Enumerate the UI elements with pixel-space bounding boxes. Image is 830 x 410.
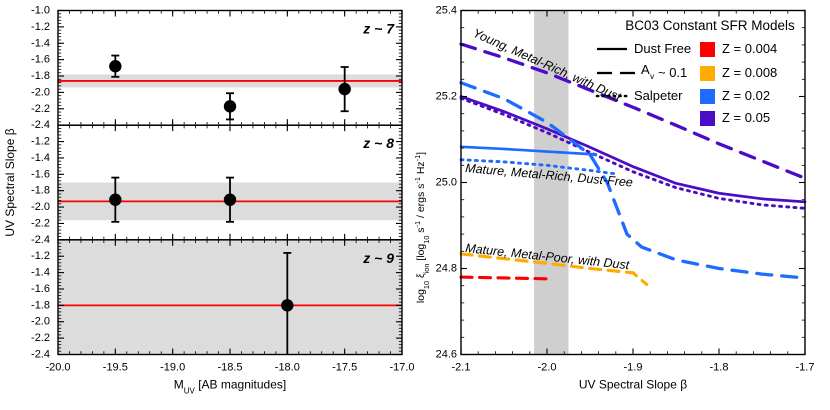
svg-text:UV Spectral Slope β: UV Spectral Slope β [579,378,687,392]
svg-text:Z = 0.004: Z = 0.004 [722,41,777,56]
svg-text:-1.4: -1.4 [31,152,50,164]
svg-text:-2.2: -2.2 [31,103,50,115]
svg-text:24.8: 24.8 [436,263,457,275]
svg-text:Z = 0.02: Z = 0.02 [722,88,770,103]
svg-text:-1.6: -1.6 [31,283,50,295]
svg-text:-1.9: -1.9 [624,362,643,374]
svg-text:-1.8: -1.8 [31,185,50,197]
svg-text:-1.8: -1.8 [31,70,50,82]
svg-text:Dust Free: Dust Free [634,41,691,56]
svg-text:-19.5: -19.5 [103,362,128,374]
svg-text:-2.0: -2.0 [31,86,50,98]
svg-text:z ~ 7: z ~ 7 [362,21,395,37]
svg-text:BC03 Constant SFR Models: BC03 Constant SFR Models [625,18,795,33]
svg-text:-2.4: -2.4 [31,234,50,246]
svg-text:-20.0: -20.0 [45,362,70,374]
svg-text:-2.4: -2.4 [31,349,50,361]
svg-text:A: A [641,62,650,77]
svg-text:-2.1: -2.1 [452,362,471,374]
svg-text:-2.2: -2.2 [31,332,50,344]
svg-text:-1.2: -1.2 [31,21,50,33]
svg-text:-2.0: -2.0 [538,362,557,374]
svg-text:Z = 0.008: Z = 0.008 [722,65,777,80]
svg-text:-1.0: -1.0 [31,5,50,17]
svg-text:-17.5: -17.5 [332,362,357,374]
svg-text:-2.0: -2.0 [31,201,50,213]
svg-text:UV Spectral Slope β: UV Spectral Slope β [3,128,17,236]
svg-text:-1.2: -1.2 [31,250,50,262]
svg-text:-17.0: -17.0 [389,362,414,374]
svg-text:-1.6: -1.6 [31,168,50,180]
svg-text:Z = 0.05: Z = 0.05 [722,110,770,125]
svg-text:-2.2: -2.2 [31,217,50,229]
svg-text:25.2: 25.2 [436,91,457,103]
svg-text:-1.7: -1.7 [796,362,815,374]
svg-text:-2.0: -2.0 [31,316,50,328]
svg-text:-2.4: -2.4 [31,119,50,131]
svg-text:-1.8: -1.8 [710,362,729,374]
svg-text:-1.6: -1.6 [31,54,50,66]
svg-text:-1.4: -1.4 [31,267,50,279]
svg-text:-18.5: -18.5 [217,362,242,374]
svg-text:z ~ 8: z ~ 8 [362,135,394,151]
svg-text:-19.0: -19.0 [160,362,185,374]
svg-text:25.0: 25.0 [436,177,457,189]
svg-text:-18.0: -18.0 [275,362,300,374]
svg-text:-1.2: -1.2 [31,136,50,148]
svg-text:-1.4: -1.4 [31,37,50,49]
svg-text:24.6: 24.6 [436,349,457,361]
svg-text:-1.8: -1.8 [31,299,50,311]
svg-text:25.4: 25.4 [436,5,457,17]
svg-text:Salpeter: Salpeter [634,88,683,103]
svg-text:z ~ 9: z ~ 9 [362,250,394,266]
svg-text:~ 0.1: ~ 0.1 [658,65,687,80]
